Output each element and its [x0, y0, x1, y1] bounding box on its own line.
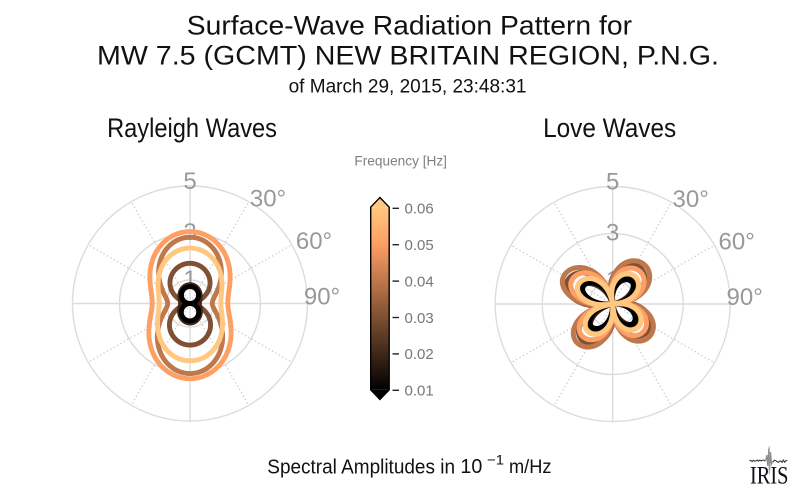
svg-text:60°: 60°	[719, 229, 755, 256]
svg-text:Surface-Wave Radiation Pattern: Surface-Wave Radiation Pattern for	[187, 11, 632, 41]
svg-text:of March 29, 2015, 23:48:31: of March 29, 2015, 23:48:31	[289, 76, 527, 98]
svg-text:30°: 30°	[673, 186, 709, 213]
svg-text:0.05: 0.05	[405, 237, 434, 254]
svg-text:MW 7.5 (GCMT) NEW BRITAIN REGI: MW 7.5 (GCMT) NEW BRITAIN REGION, P.N.G.	[97, 40, 719, 70]
svg-text:5: 5	[183, 168, 196, 195]
svg-text:Spectral Amplitudes in: Spectral Amplitudes in	[267, 457, 455, 479]
svg-text:−1: −1	[487, 452, 504, 468]
svg-text:0.02: 0.02	[405, 346, 434, 363]
svg-text:3: 3	[606, 219, 619, 246]
svg-text:90°: 90°	[727, 284, 763, 311]
svg-text:30°: 30°	[250, 186, 286, 213]
svg-text:Frequency [Hz]: Frequency [Hz]	[354, 153, 447, 169]
svg-text:m/Hz: m/Hz	[509, 457, 552, 478]
svg-text:Rayleigh Waves: Rayleigh Waves	[107, 113, 277, 143]
svg-text:60°: 60°	[296, 228, 332, 255]
svg-text:0.03: 0.03	[405, 310, 434, 327]
svg-text:10: 10	[460, 455, 482, 478]
svg-text:5: 5	[606, 169, 619, 196]
svg-text:90°: 90°	[304, 284, 340, 311]
svg-text:0.01: 0.01	[405, 383, 434, 400]
svg-text:0.04: 0.04	[405, 273, 434, 290]
svg-text:IRIS: IRIS	[750, 463, 788, 490]
svg-text:Love Waves: Love Waves	[543, 113, 676, 143]
svg-text:0.06: 0.06	[405, 201, 434, 218]
